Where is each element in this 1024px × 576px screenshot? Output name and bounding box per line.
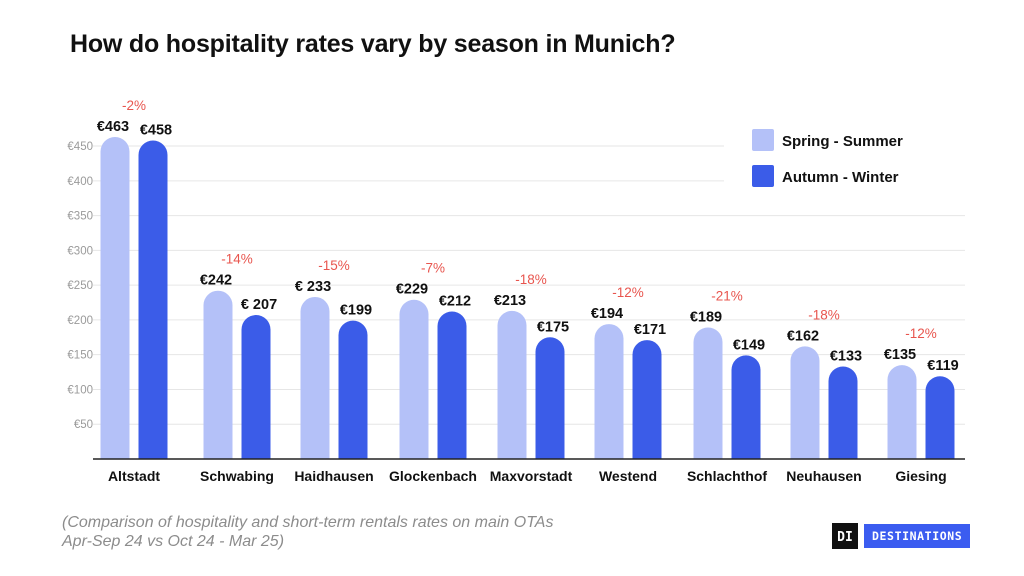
- data-label-spring-summer: €229: [396, 282, 428, 298]
- legend-swatch-autumn-winter: [752, 165, 774, 187]
- x-axis-category-labels: Altstadt Schwabing Haidhausen Glockenbach Ma…: [108, 468, 947, 484]
- data-label-spring-summer: € 233: [295, 279, 331, 295]
- category-label: Altstadt: [108, 468, 160, 484]
- change-label: -14%: [221, 252, 253, 267]
- bar-autumn-winter: [535, 337, 565, 459]
- y-tick-label: €50: [74, 419, 93, 431]
- legend: Spring - Summer Autumn - Winter: [731, 121, 937, 201]
- legend-label-spring-summer: Spring - Summer: [782, 133, 903, 150]
- bar-autumn-winter: [241, 315, 271, 459]
- category-label: Westend: [599, 468, 657, 484]
- bar-autumn-winter: [338, 320, 368, 459]
- data-label-spring-summer: €189: [690, 310, 722, 326]
- change-label: -2%: [122, 98, 146, 113]
- bar-spring-summer: [399, 299, 429, 459]
- data-label-autumn-winter: €175: [537, 319, 569, 335]
- category-label: Haidhausen: [294, 468, 373, 484]
- y-tick-label: €400: [67, 176, 93, 188]
- data-label-spring-summer: €463: [97, 119, 129, 135]
- y-axis-tick-labels: €50 €100 €150 €200 €250 €300 €350 €400 €450: [67, 141, 93, 431]
- data-label-spring-summer: €194: [591, 306, 623, 322]
- category-label: Giesing: [895, 468, 946, 484]
- category-label: Schlachthof: [687, 468, 767, 484]
- bar-autumn-winter: [731, 355, 761, 459]
- y-tick-label: €250: [67, 280, 93, 292]
- destinations-logo: DI DESTINATIONS: [832, 522, 971, 550]
- bar-spring-summer: [594, 324, 624, 459]
- y-tick-label: €100: [67, 384, 93, 396]
- data-label-autumn-winter: €149: [733, 337, 765, 353]
- bar-spring-summer: [497, 310, 527, 459]
- bar-spring-summer: [203, 290, 233, 459]
- data-label-autumn-winter: €119: [927, 358, 958, 374]
- bar-autumn-winter: [437, 311, 467, 459]
- change-label: -15%: [318, 258, 350, 273]
- bar-spring-summer: [790, 346, 820, 459]
- gridlines: [93, 145, 965, 425]
- bars: [100, 137, 955, 459]
- bar-autumn-winter: [138, 140, 168, 459]
- bar-chart: €50 €100 €150 €200 €250 €300 €350 €400 €450 €463…: [67, 98, 965, 484]
- svg-text:DI: DI: [837, 530, 853, 545]
- change-label: -18%: [808, 307, 840, 322]
- change-label: -21%: [711, 289, 743, 304]
- legend-swatch-spring-summer: [752, 129, 774, 151]
- logo-mark-icon: DI: [832, 523, 858, 549]
- bar-spring-summer: [693, 327, 723, 459]
- footnote-line-2: Apr-Sep 24 vs Oct 24 - Mar 25): [62, 533, 285, 550]
- category-label: Maxvorstadt: [490, 468, 573, 484]
- y-tick-label: €350: [67, 211, 93, 223]
- change-label: -12%: [905, 326, 937, 341]
- data-label-autumn-winter: €212: [439, 294, 471, 310]
- data-label-spring-summer: €242: [200, 273, 232, 289]
- category-label: Glockenbach: [389, 468, 477, 484]
- data-label-autumn-winter: €458: [140, 122, 172, 138]
- footnote: (Comparison of hospitality and short-ter…: [62, 513, 553, 551]
- logo-text: DESTINATIONS: [864, 524, 971, 548]
- category-label: Neuhausen: [786, 468, 861, 484]
- data-labels: €463 €458 -2% €242 € 207 -14% € 233 €199 -15% €22…: [97, 98, 959, 374]
- change-label: -12%: [612, 285, 644, 300]
- bar-autumn-winter: [925, 376, 955, 459]
- y-tick-label: €200: [67, 315, 93, 327]
- data-label-autumn-winter: €133: [830, 349, 862, 365]
- bar-spring-summer: [300, 296, 330, 459]
- chart-title: How do hospitality rates vary by season …: [70, 30, 676, 58]
- legend-label-autumn-winter: Autumn - Winter: [782, 169, 899, 186]
- bar-autumn-winter: [828, 366, 858, 459]
- data-label-autumn-winter: €171: [634, 322, 666, 338]
- data-label-spring-summer: €213: [494, 293, 526, 309]
- y-tick-label: €300: [67, 245, 93, 257]
- y-tick-label: €150: [67, 350, 93, 362]
- data-label-autumn-winter: € 207: [241, 297, 277, 313]
- data-label-spring-summer: €135: [884, 347, 916, 363]
- y-tick-label: €450: [67, 141, 93, 153]
- bar-spring-summer: [887, 365, 917, 459]
- bar-spring-summer: [100, 137, 130, 459]
- data-label-autumn-winter: €199: [340, 303, 372, 319]
- change-label: -18%: [515, 272, 547, 287]
- bar-autumn-winter: [632, 340, 662, 459]
- data-label-spring-summer: €162: [787, 328, 819, 344]
- category-label: Schwabing: [200, 468, 274, 484]
- change-label: -7%: [421, 261, 445, 276]
- footnote-line-1: (Comparison of hospitality and short-ter…: [62, 514, 554, 531]
